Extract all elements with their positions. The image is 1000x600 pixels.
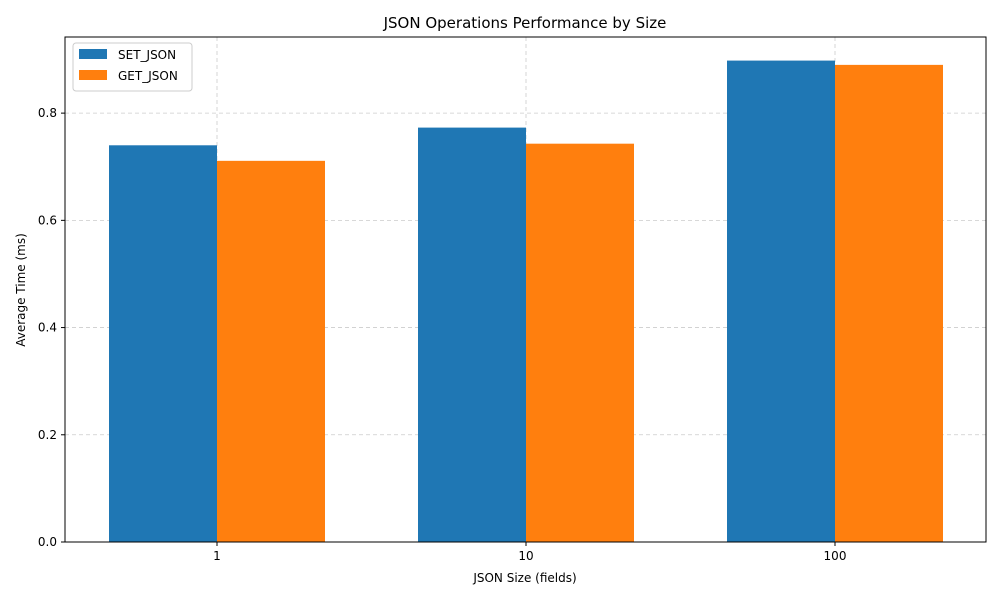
x-tick-label: 1: [213, 549, 221, 563]
bar-set-json-100: [727, 60, 835, 543]
bar-get-json-100: [835, 64, 943, 542]
legend-label-get-json: GET_JSON: [118, 69, 178, 83]
x-tick-label: 10: [518, 549, 533, 563]
bar-set-json-1: [109, 145, 217, 542]
tick-layer: 0.0 0.2 0.4 0.6 0.8 1 10 100: [38, 106, 847, 563]
x-axis-label: JSON Size (fields): [472, 571, 576, 585]
y-tick-label: 0.4: [38, 321, 57, 335]
legend-label-set-json: SET_JSON: [118, 48, 176, 62]
y-tick-label: 0.0: [38, 535, 57, 549]
y-tick-label: 0.6: [38, 213, 57, 227]
bar-get-json-1: [217, 160, 325, 542]
x-tick-label: 100: [824, 549, 847, 563]
y-tick-label: 0.8: [38, 106, 57, 120]
y-axis-label: Average Time (ms): [14, 233, 28, 347]
y-tick-label: 0.2: [38, 428, 57, 442]
legend: SET_JSON GET_JSON: [72, 42, 193, 92]
bar-get-json-10: [526, 143, 634, 542]
chart-title: JSON Operations Performance by Size: [383, 14, 667, 32]
bar-layer: [109, 60, 943, 543]
bar-set-json-10: [418, 127, 526, 542]
legend-swatch-get-json: [79, 70, 107, 80]
legend-swatch-set-json: [79, 49, 107, 59]
